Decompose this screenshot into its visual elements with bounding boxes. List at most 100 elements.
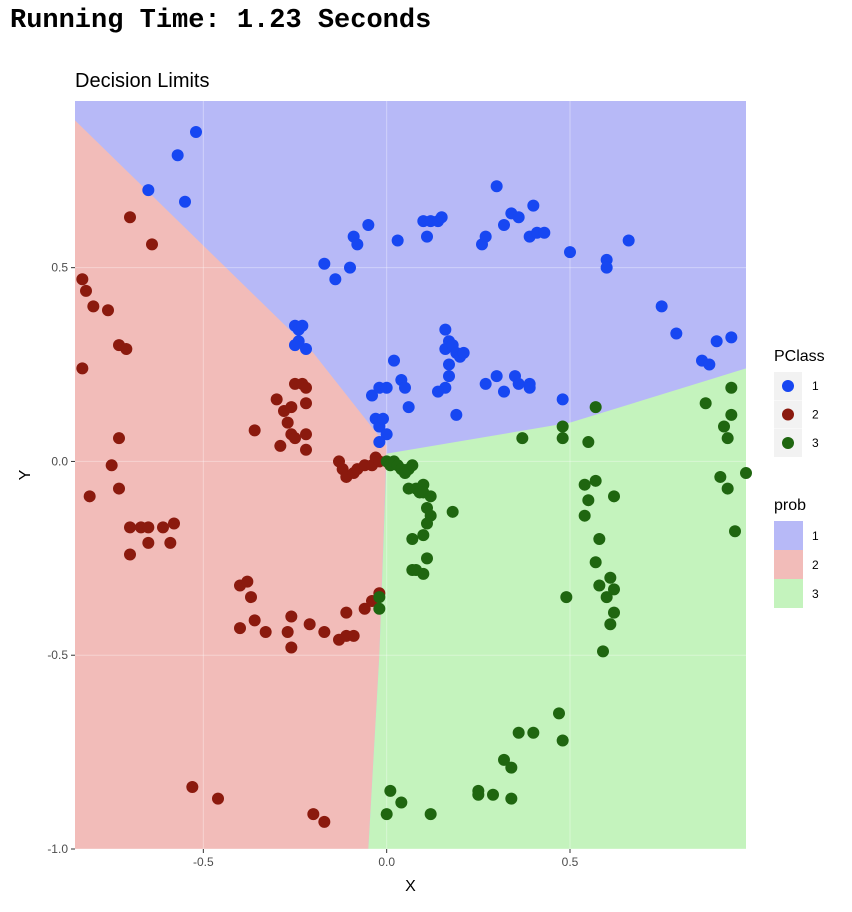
point-class-3 <box>498 753 510 766</box>
y-tick-label: -0.5 <box>47 648 68 662</box>
point-class-3 <box>505 792 518 805</box>
point-class-2 <box>285 401 298 414</box>
point-class-1 <box>498 219 510 232</box>
point-class-3 <box>589 474 602 487</box>
point-class-3 <box>505 761 518 774</box>
legend-pclass-title: PClass <box>774 348 825 365</box>
point-class-3 <box>512 726 525 739</box>
point-class-1 <box>670 327 683 340</box>
point-class-1 <box>710 335 723 348</box>
point-class-1 <box>622 234 635 247</box>
point-class-2 <box>245 591 257 604</box>
point-class-3 <box>527 726 540 739</box>
point-class-2 <box>120 343 133 356</box>
point-class-3 <box>384 784 397 797</box>
point-class-1 <box>296 319 309 332</box>
legend-key-point-2 <box>782 408 794 421</box>
y-tick-label: 0.0 <box>51 454 68 468</box>
point-class-1 <box>380 428 393 441</box>
point-class-1 <box>171 149 184 162</box>
point-class-1 <box>512 211 525 224</box>
point-class-3 <box>608 583 620 596</box>
point-class-2 <box>285 641 298 654</box>
point-class-3 <box>725 408 738 421</box>
legend-prob: prob 1 2 3 <box>774 497 819 608</box>
point-class-1 <box>490 370 503 383</box>
point-class-2 <box>186 780 199 793</box>
point-class-3 <box>421 552 433 565</box>
point-class-3 <box>516 432 529 445</box>
point-class-3 <box>417 529 430 542</box>
point-class-2 <box>347 629 360 642</box>
point-class-2 <box>318 625 331 638</box>
y-tick-label: 0.5 <box>51 261 68 275</box>
point-class-1 <box>377 412 389 425</box>
point-class-2 <box>142 536 155 549</box>
legend-label-3: 3 <box>812 436 819 450</box>
point-class-2 <box>83 490 96 503</box>
x-axis: -0.5 0.0 0.5 <box>193 849 579 869</box>
point-class-1 <box>380 381 393 394</box>
x-tick-label: 0.0 <box>378 855 395 869</box>
legend-label-1: 1 <box>812 379 819 393</box>
legend-key-fill-3 <box>774 579 803 608</box>
point-class-1 <box>498 385 510 398</box>
point-class-1 <box>351 238 364 251</box>
point-class-2 <box>300 397 312 410</box>
region-class-2 <box>75 120 387 849</box>
point-class-3 <box>556 734 569 747</box>
point-class-3 <box>597 645 609 658</box>
point-class-1 <box>289 339 301 352</box>
point-class-2 <box>76 273 89 286</box>
point-class-2 <box>303 618 316 631</box>
region-class-3 <box>368 368 746 849</box>
point-class-2 <box>241 575 254 588</box>
point-class-2 <box>234 622 246 635</box>
point-class-2 <box>248 424 261 437</box>
point-class-3 <box>395 796 408 809</box>
point-class-3 <box>560 591 573 604</box>
point-class-3 <box>487 788 499 801</box>
point-class-1 <box>479 377 492 390</box>
point-class-2 <box>318 815 331 828</box>
point-class-2 <box>281 416 294 429</box>
point-class-1 <box>450 408 463 421</box>
point-class-3 <box>714 470 727 483</box>
legend-label-2: 2 <box>812 408 819 422</box>
point-class-3 <box>604 571 617 584</box>
point-class-1 <box>399 381 411 394</box>
point-class-2 <box>307 808 320 821</box>
point-class-1 <box>362 219 375 232</box>
legend-key-point-3 <box>782 437 794 449</box>
point-class-3 <box>729 525 741 538</box>
point-class-1 <box>402 401 415 414</box>
point-class-3 <box>589 556 602 569</box>
point-class-2 <box>80 284 92 297</box>
point-class-2 <box>76 362 89 375</box>
point-class-2 <box>289 432 301 445</box>
point-class-3 <box>446 505 459 518</box>
point-class-1 <box>523 381 536 394</box>
running-time-text: Running Time: 1.23 Seconds <box>10 6 432 36</box>
point-class-1 <box>179 195 191 208</box>
grid-lines <box>75 101 746 850</box>
point-class-2 <box>248 614 261 627</box>
point-class-1 <box>457 346 470 359</box>
point-class-2 <box>87 300 100 313</box>
point-class-1 <box>479 230 492 243</box>
point-class-2 <box>300 381 312 394</box>
point-class-1 <box>703 358 716 371</box>
x-axis-title: X <box>405 878 416 895</box>
point-class-1 <box>190 126 202 139</box>
x-tick-label: 0.5 <box>562 855 579 869</box>
legend-pclass: PClass 1 2 3 <box>774 348 825 457</box>
point-class-3 <box>582 436 595 449</box>
x-tick-label: -0.5 <box>193 855 214 869</box>
legend-prob-label-1: 1 <box>812 529 819 543</box>
point-class-3 <box>373 591 386 604</box>
point-class-1 <box>490 180 503 193</box>
point-class-2 <box>274 439 287 452</box>
point-class-1 <box>600 261 613 274</box>
point-class-3 <box>725 381 738 394</box>
legend-prob-title: prob <box>774 497 806 514</box>
